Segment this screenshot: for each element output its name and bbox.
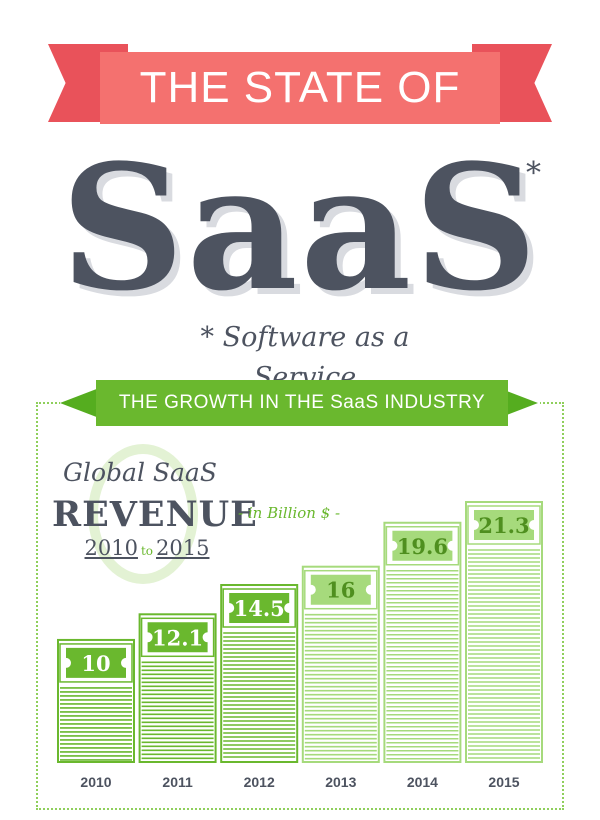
year-to-word: to xyxy=(140,544,154,558)
chart-year-range: 2010 to 2015 xyxy=(82,536,212,560)
year-from: 2010 xyxy=(84,536,138,560)
bar-2010: 10 xyxy=(57,638,135,763)
chart-title-line1: Global SaaS xyxy=(63,458,217,487)
bill-center xyxy=(147,622,208,653)
x-tick-label: 2013 xyxy=(325,774,356,790)
top-ribbon: THE STATE OF xyxy=(100,52,500,124)
bill-center xyxy=(66,647,126,678)
bar-2015: 21.3 xyxy=(465,501,543,763)
data-label: 19.6 xyxy=(397,534,448,559)
ribbon-text: THE STATE OF xyxy=(139,63,461,112)
data-label: 21.3 xyxy=(478,513,529,538)
year-to: 2015 xyxy=(156,536,210,560)
data-label: 10 xyxy=(81,651,110,676)
page-title: SaaS xyxy=(60,126,540,329)
x-tick-label: 2010 xyxy=(80,774,111,790)
data-label: 12.1 xyxy=(152,625,203,650)
chart-unit-label: - in Billion $ - xyxy=(238,504,341,522)
bar-2012: 14.5 xyxy=(220,584,299,763)
badge-circle xyxy=(88,444,198,584)
bar-2011: 12.1 xyxy=(138,613,217,763)
bar-2013: 16 xyxy=(301,565,380,763)
x-tick-label: 2012 xyxy=(244,774,275,790)
x-tick-label: 2011 xyxy=(162,774,193,790)
bill-center xyxy=(474,510,534,540)
chart-title-line2: REVENUE xyxy=(52,494,258,535)
data-label: 16 xyxy=(326,578,355,603)
section-banner-text: THE GROWTH IN THE SaaS INDUSTRY xyxy=(118,392,486,413)
bar-2014: 19.6 xyxy=(383,521,462,763)
bill-center xyxy=(229,593,290,624)
x-tick-label: 2015 xyxy=(488,774,519,790)
title-asterisk: * xyxy=(526,156,541,191)
bill-center xyxy=(392,530,453,561)
x-tick-label: 2014 xyxy=(407,774,438,790)
section-banner: THE GROWTH IN THE SaaS INDUSTRY xyxy=(96,380,508,426)
bill-center xyxy=(310,574,371,605)
data-label: 14.5 xyxy=(234,596,285,621)
